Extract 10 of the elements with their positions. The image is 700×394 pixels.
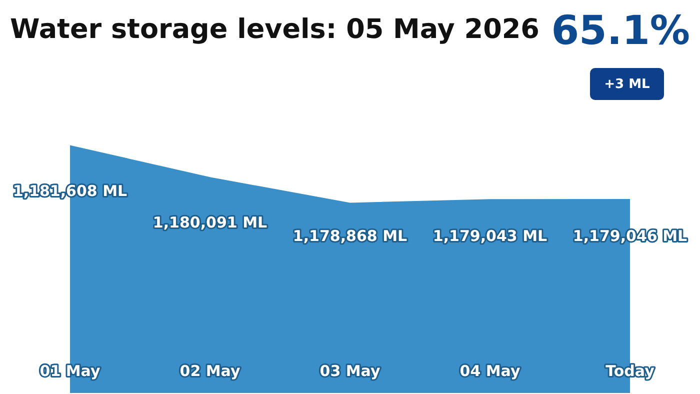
data-label: 1,178,868 ML: [292, 227, 408, 245]
x-tick-label: 04 May: [460, 362, 520, 380]
x-tick-label: 02 May: [180, 362, 240, 380]
chart-title: Water storage levels: 05 May 2026: [10, 14, 540, 45]
text: 65.1%: [551, 8, 690, 54]
x-tick-label: 03 May: [320, 362, 380, 380]
change-badge: +3 ML: [590, 68, 664, 100]
x-tick-label: Today: [606, 362, 655, 380]
data-label: 1,179,043 ML: [432, 227, 548, 245]
data-label: 1,180,091 ML: [152, 214, 268, 232]
